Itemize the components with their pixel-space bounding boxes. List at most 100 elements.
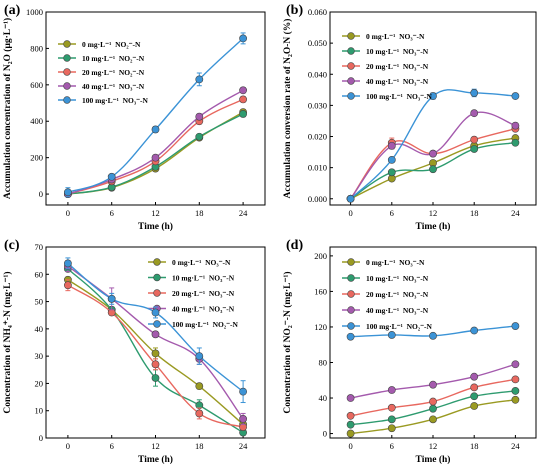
y-tick-label: 200 (314, 251, 327, 261)
data-point (346, 394, 355, 402)
plot-frame (45, 11, 266, 206)
panel-label: (a) (4, 3, 21, 18)
data-point (470, 145, 479, 153)
series-4 (64, 257, 247, 404)
series-line (67, 111, 244, 195)
y-tick-label: 70 (35, 242, 44, 252)
y-tick-label: 10 (35, 406, 44, 416)
x-tick-label: 0 (66, 208, 70, 218)
data-point (429, 149, 437, 158)
legend-label: 20 mg·L⁻¹ NO₃⁻-N (366, 62, 429, 71)
data-point (151, 308, 160, 317)
x-tick-label: 0 (66, 441, 70, 451)
data-point (107, 172, 116, 181)
data-point (64, 259, 72, 268)
data-point (387, 141, 396, 150)
y-tick-label: 0.010 (308, 163, 327, 173)
x-tick-label: 12 (429, 208, 438, 218)
series-4 (346, 88, 520, 203)
x-tick-label: 18 (470, 208, 479, 218)
data-point (151, 349, 160, 358)
data-point (511, 92, 520, 100)
data-point (151, 153, 160, 162)
legend-marker (63, 82, 71, 90)
x-tick-label: 12 (151, 441, 160, 451)
x-tick-label: 6 (390, 208, 394, 218)
data-point (470, 326, 479, 335)
x-tick-label: 12 (429, 441, 438, 451)
data-point (239, 95, 247, 104)
x-axis-label: Time (h) (138, 221, 173, 232)
data-point (511, 387, 520, 395)
data-point (239, 34, 247, 43)
data-point (346, 420, 355, 429)
y-tick-label: 40 (35, 324, 44, 334)
legend-label: 100 mg·L⁻¹ NO₂⁻-N (172, 320, 239, 329)
y-tick-label: 60 (35, 269, 44, 279)
data-point (387, 331, 396, 339)
data-point (387, 168, 396, 177)
panel-label: (c) (4, 238, 20, 253)
data-point (429, 397, 437, 406)
data-point (195, 382, 204, 391)
y-tick-label: 80 (319, 357, 328, 367)
series-2 (346, 375, 520, 420)
data-point (429, 331, 437, 340)
legend-label: 40 mg·L⁻¹ NO₃⁻-N (366, 77, 429, 86)
data-point (346, 194, 355, 203)
x-tick-label: 18 (195, 441, 204, 451)
x-tick-label: 18 (195, 208, 204, 218)
legend-marker (347, 32, 355, 40)
data-point (511, 322, 520, 330)
legend-label: 40 mg·L⁻¹ NO₃⁻-N (172, 305, 235, 314)
x-axis-label: Time (h) (416, 454, 451, 464)
data-point (239, 86, 247, 95)
data-point (511, 395, 520, 404)
y-tick-label: 30 (35, 351, 44, 361)
data-point (470, 383, 479, 392)
series-1 (346, 138, 520, 203)
data-point (195, 132, 204, 141)
y-tick-label: 0 (323, 429, 327, 439)
data-point (429, 165, 437, 174)
data-point (64, 281, 72, 290)
series-4 (64, 32, 247, 198)
data-point (239, 414, 247, 423)
series-3 (64, 260, 247, 425)
data-point (470, 402, 479, 410)
data-point (151, 330, 160, 339)
legend-label: 10 mg·L⁻¹ NO₃⁻-N (366, 47, 429, 56)
legend-label: 40 mg·L⁻¹ NO₃⁻-N (366, 306, 429, 315)
y-tick-label: 20 (35, 378, 44, 388)
data-point (387, 415, 396, 424)
legend-label: 10 mg·L⁻¹ NO₂⁻-N (82, 54, 145, 63)
legend-label: 10 mg·L⁻¹ NO₃⁻-N (366, 274, 429, 283)
data-point (470, 109, 479, 118)
y-tick-label: 50 (35, 297, 44, 307)
data-point (511, 121, 520, 130)
panel-label: (b) (286, 3, 303, 18)
series-0 (64, 108, 247, 198)
data-point (470, 372, 479, 381)
series-1 (346, 387, 520, 429)
data-point (346, 429, 355, 438)
data-point (195, 352, 204, 361)
y-axis-label: Accumulation concentration of N₂O (μg·L⁻… (2, 18, 13, 199)
y-tick-label: 0.060 (308, 7, 327, 17)
series-3 (346, 360, 520, 402)
x-tick-label: 24 (239, 208, 248, 218)
legend-label: 20 mg·L⁻¹ NO₃⁻-N (366, 290, 429, 299)
legend-marker (347, 274, 355, 282)
data-point (239, 110, 247, 118)
panel-d: 0 6 12 18 24 0 40 80 120 160 200 Time (h) Concentrat… (282, 238, 537, 464)
data-point (195, 409, 204, 418)
legend-marker (63, 68, 71, 76)
data-point (511, 138, 520, 147)
legend-label: 20 mg·L⁻¹ NO₂⁻-N (82, 68, 145, 77)
y-tick-label: 0.020 (308, 132, 327, 142)
y-tick-label: 1000 (26, 7, 43, 17)
y-tick-label: 0.000 (308, 194, 327, 204)
x-tick-label: 18 (470, 441, 479, 451)
series-line (67, 98, 244, 195)
